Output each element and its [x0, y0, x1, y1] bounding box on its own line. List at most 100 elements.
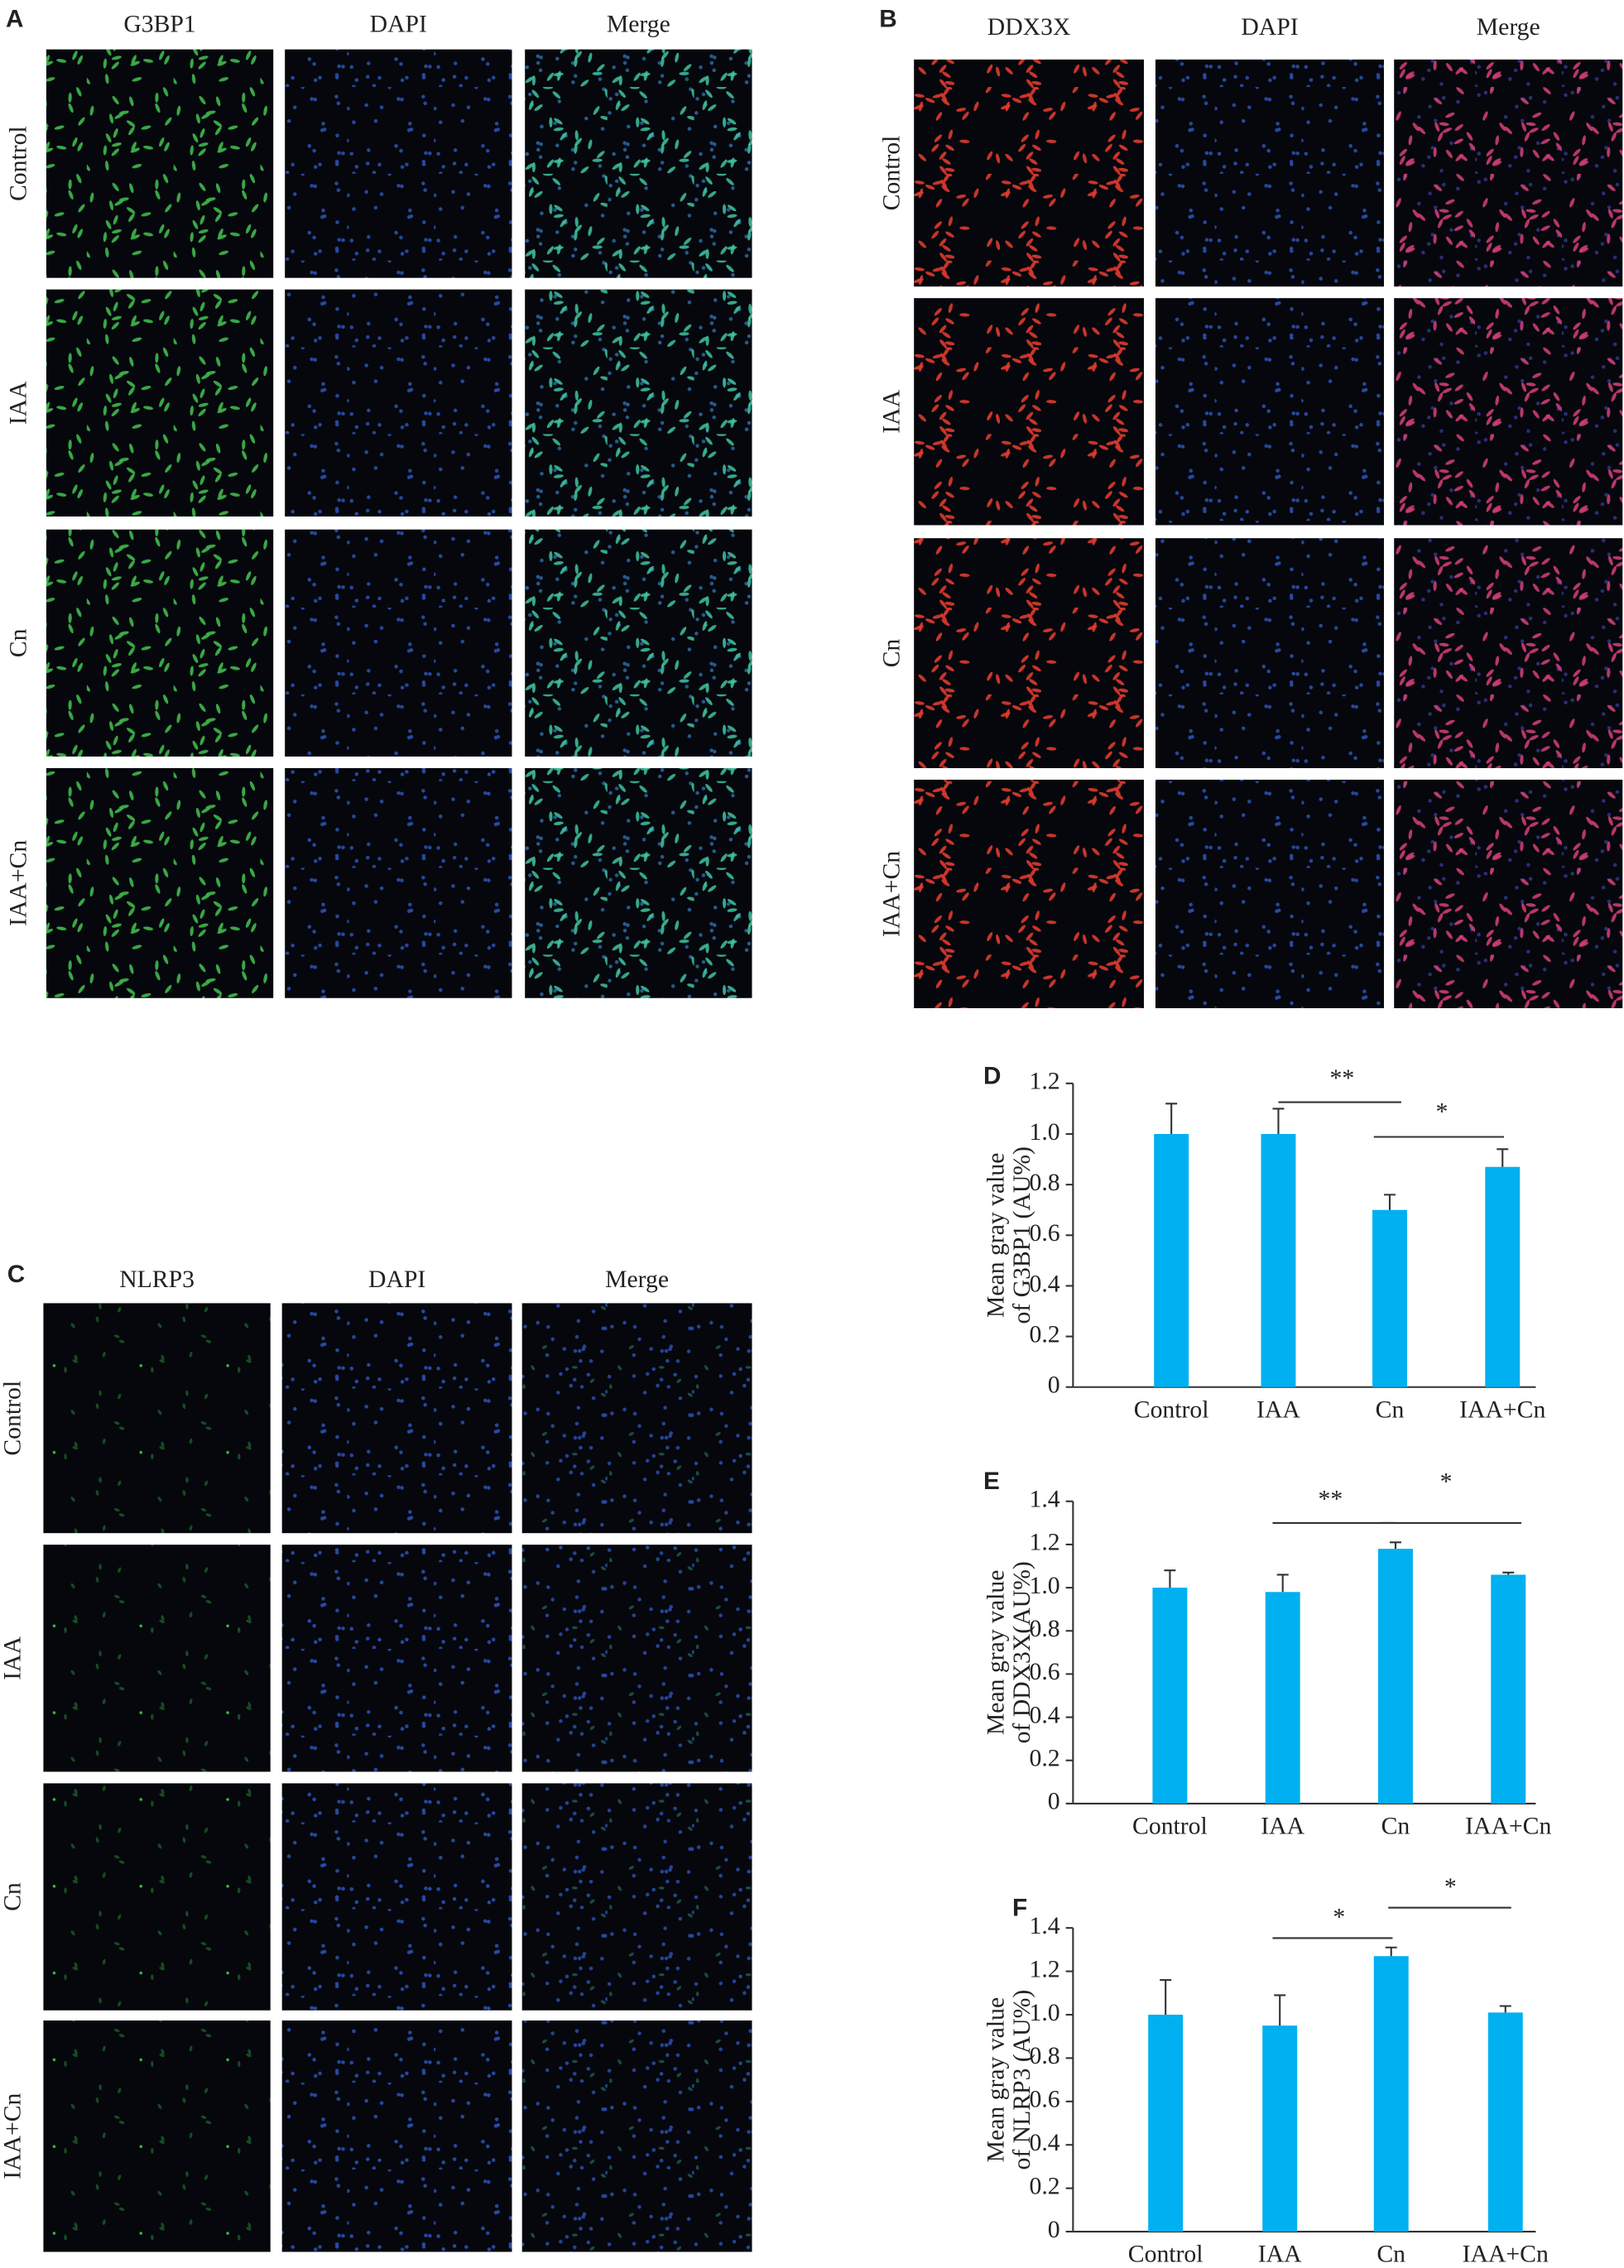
error-bar [1383, 1194, 1396, 1210]
micrograph [525, 767, 752, 998]
y-tick-label: 0.8 [1030, 2043, 1060, 2069]
y-tick-label: 0.2 [1030, 1321, 1060, 1348]
micrograph [46, 767, 274, 998]
column-header: NLRP3 [119, 1266, 195, 1293]
micrograph [1394, 298, 1623, 526]
micrograph [1155, 298, 1384, 526]
column-header: G3BP1 [123, 12, 195, 38]
micrograph [281, 1783, 512, 2011]
micrograph [521, 1783, 752, 2011]
x-tick-label: IAA [1256, 1396, 1300, 1423]
micrograph [525, 49, 752, 278]
micrograph [46, 529, 274, 757]
column-header: DAPI [370, 12, 427, 38]
micrograph [46, 49, 274, 278]
micrograph [1394, 538, 1623, 768]
row-label: Control [5, 126, 31, 201]
x-tick-label: IAA+Cn [1465, 1813, 1551, 1839]
row-label: Control [0, 1381, 26, 1456]
micrograph [43, 1545, 271, 1772]
y-axis-label: of DDX3X(AU%) [1009, 1561, 1035, 1743]
x-tick-label: Control [1134, 1396, 1209, 1423]
bar [1262, 2025, 1298, 2232]
micrograph [285, 767, 512, 998]
significance-label: * [1333, 1904, 1345, 1930]
significance-label: * [1444, 1874, 1457, 1900]
error-bar [1276, 1574, 1289, 1593]
row-label: IAA+Cn [5, 840, 31, 926]
micrograph [285, 289, 512, 517]
error-bar [1389, 1541, 1401, 1550]
bar [1485, 1166, 1521, 1387]
significance-label: ** [1318, 1487, 1343, 1513]
micrograph [914, 779, 1144, 1009]
panel-letter: E [983, 1468, 1000, 1495]
bar [1148, 2014, 1184, 2232]
bar [1152, 1588, 1188, 1804]
y-tick-label: 0.8 [1030, 1616, 1060, 1642]
y-tick-label: 0.6 [1030, 2087, 1060, 2113]
bar [1491, 1574, 1526, 1804]
y-axis-label: Mean gray value [983, 1997, 1009, 2162]
micrograph [43, 1783, 271, 2011]
y-tick-label: 0.8 [1030, 1170, 1060, 1196]
y-axis-label: of NLRP3 (AU%) [1009, 1990, 1035, 2170]
micrograph [914, 298, 1144, 526]
panel-letter: A [6, 6, 23, 33]
y-tick-label: 0 [1048, 2217, 1060, 2243]
micrograph [285, 529, 512, 757]
x-tick-label: IAA+Cn [1463, 2242, 1549, 2268]
x-tick-label: Control [1132, 1813, 1208, 1839]
x-tick-label: Cn [1381, 1813, 1410, 1839]
row-label: Cn [879, 639, 906, 668]
y-tick-label: 0.4 [1030, 1702, 1060, 1728]
micrograph [1155, 59, 1384, 287]
significance-label: * [1435, 1098, 1448, 1125]
bar [1261, 1134, 1296, 1387]
row-label: Control [879, 136, 906, 211]
error-bar [1385, 1946, 1397, 1957]
error-bar [1164, 1569, 1176, 1588]
column-header: Merge [1477, 14, 1540, 41]
y-tick-label: 1.0 [1030, 2000, 1060, 2026]
panel-letter: C [7, 1261, 25, 1288]
x-tick-label: Cn [1376, 1396, 1405, 1423]
micrograph [521, 2020, 752, 2252]
panel-letter: B [879, 6, 896, 33]
micrograph [914, 538, 1144, 768]
micrograph [285, 49, 512, 278]
micrograph [1155, 538, 1384, 768]
column-header: DAPI [1241, 14, 1298, 41]
x-tick-label: Cn [1377, 2242, 1405, 2268]
y-tick-label: 0.2 [1030, 1746, 1060, 1772]
row-label: Cn [0, 1882, 26, 1911]
micrograph [1394, 59, 1623, 287]
micrograph [525, 289, 752, 517]
micrograph [914, 59, 1144, 287]
column-header: Merge [607, 12, 670, 38]
micrograph [43, 2020, 271, 2252]
micrograph [46, 289, 274, 517]
error-bar [1497, 1148, 1509, 1167]
column-header: DDX3X [987, 14, 1071, 41]
error-bar [1502, 1571, 1515, 1575]
micrograph [521, 1545, 752, 1772]
bar [1487, 2012, 1523, 2232]
panel-letter: F [1012, 1894, 1027, 1921]
y-tick-label: 0.4 [1030, 2130, 1060, 2156]
micrograph [281, 1303, 512, 1534]
y-tick-label: 0.4 [1030, 1271, 1060, 1297]
y-tick-label: 0.2 [1030, 2173, 1060, 2199]
y-tick-label: 0 [1048, 1372, 1060, 1399]
y-tick-label: 0.6 [1030, 1220, 1060, 1247]
significance-label: * [1440, 1469, 1453, 1496]
micrograph [525, 529, 752, 757]
micrograph [281, 1545, 512, 1772]
y-tick-label: 0 [1048, 1789, 1060, 1815]
y-tick-label: 1.4 [1030, 1487, 1060, 1513]
panel-letter: D [983, 1063, 1001, 1090]
y-tick-label: 1.2 [1030, 1530, 1060, 1556]
y-tick-label: 1.0 [1030, 1573, 1060, 1599]
column-header: Merge [605, 1266, 669, 1293]
